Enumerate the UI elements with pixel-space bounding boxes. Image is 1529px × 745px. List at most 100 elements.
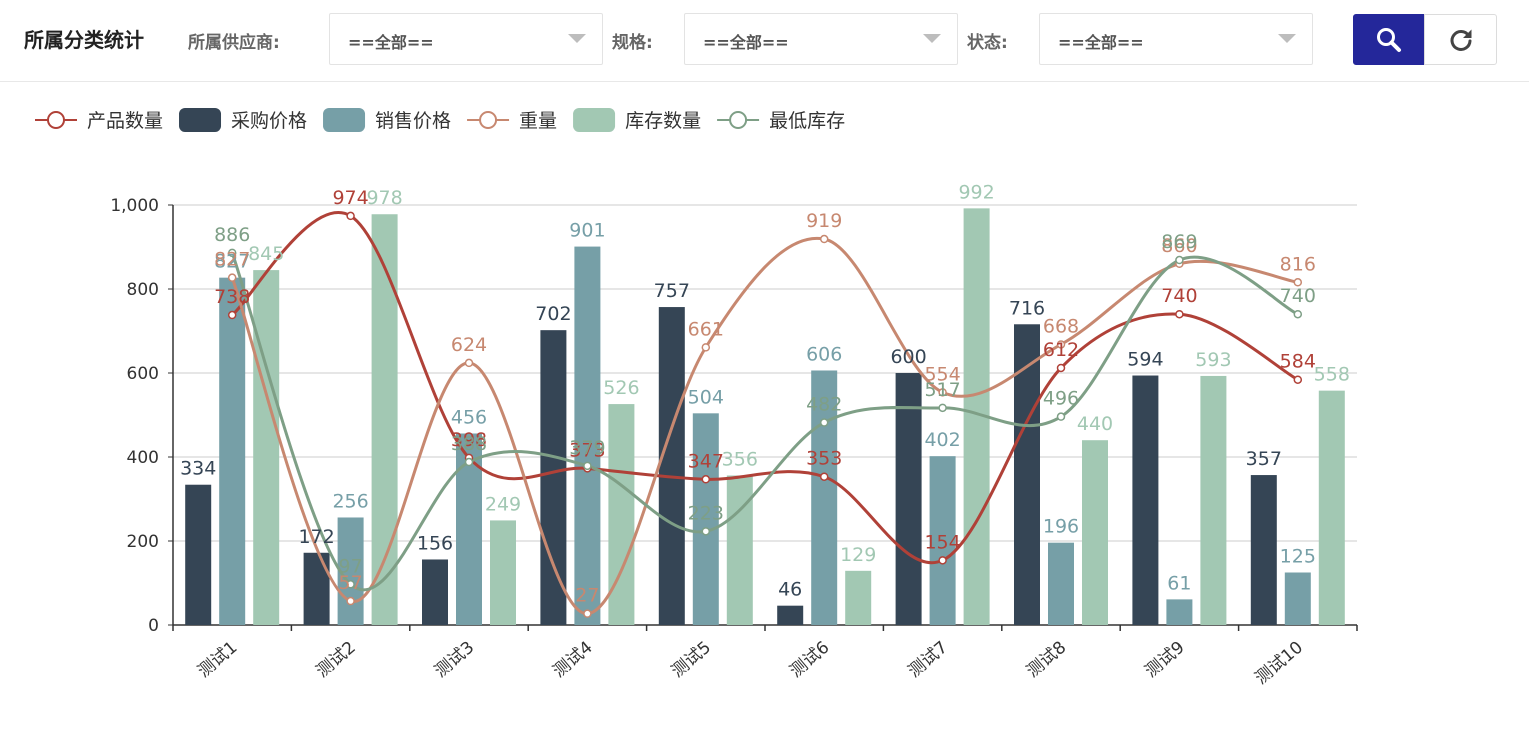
data-label: 661 bbox=[688, 318, 724, 340]
bar bbox=[1014, 324, 1040, 625]
data-label: 584 bbox=[1280, 351, 1316, 373]
legend-item[interactable]: 产品数量 bbox=[35, 110, 163, 132]
data-label: 740 bbox=[1280, 285, 1316, 307]
data-label: 356 bbox=[722, 448, 758, 470]
line-point bbox=[1175, 309, 1184, 319]
legend-label: 采购价格 bbox=[231, 110, 307, 132]
line-point bbox=[583, 461, 592, 471]
legend-item[interactable]: 销售价格 bbox=[323, 108, 451, 132]
status-select[interactable]: ==全部== bbox=[1039, 13, 1313, 65]
data-label: 845 bbox=[248, 243, 284, 265]
chevron-down-icon bbox=[568, 34, 586, 43]
data-label: 860 bbox=[1161, 235, 1197, 257]
data-label: 886 bbox=[214, 224, 250, 246]
data-label: 373 bbox=[569, 439, 605, 461]
search-icon bbox=[1377, 27, 1401, 52]
line-point bbox=[227, 248, 237, 258]
data-label: 97 bbox=[339, 555, 363, 577]
data-label: 978 bbox=[366, 187, 402, 209]
line-point bbox=[819, 472, 829, 481]
data-label: 156 bbox=[417, 532, 453, 554]
data-label: 624 bbox=[451, 334, 487, 356]
data-label: 379 bbox=[569, 437, 605, 459]
line-point bbox=[819, 418, 829, 427]
line-point bbox=[938, 403, 947, 413]
refresh-icon bbox=[1450, 29, 1471, 51]
bar bbox=[1048, 542, 1074, 625]
legend-circle-icon bbox=[479, 111, 498, 129]
data-label: 334 bbox=[180, 458, 216, 480]
data-label: 223 bbox=[688, 502, 724, 524]
bar bbox=[490, 520, 516, 625]
line-point bbox=[346, 580, 355, 589]
category-statistics-chart: 0 200 400 600 800 1,000 测试1 测试2 测试3 测试4 测试5 测试6 测试7 测… bbox=[35, 108, 1358, 689]
bar bbox=[1082, 440, 1108, 625]
bar bbox=[1132, 375, 1159, 625]
y-tick-label: 600 bbox=[127, 364, 159, 384]
legend-item[interactable]: 最低库存 bbox=[717, 110, 845, 132]
supplier-select[interactable]: ==全部== bbox=[329, 13, 603, 65]
legend-circle-icon bbox=[47, 111, 65, 129]
bar bbox=[929, 456, 956, 625]
data-label: 974 bbox=[332, 187, 368, 209]
data-label: 740 bbox=[1161, 285, 1197, 307]
line-point bbox=[1056, 412, 1066, 421]
series-line bbox=[230, 252, 1299, 592]
x-tick-label: 测试8 bbox=[1023, 638, 1070, 682]
series-line bbox=[231, 211, 1299, 565]
refresh-button[interactable] bbox=[1424, 14, 1497, 65]
x-tick-label: 测试10 bbox=[1252, 638, 1307, 689]
data-label: 816 bbox=[1280, 253, 1316, 275]
line-point bbox=[464, 457, 474, 467]
data-label: 172 bbox=[298, 526, 334, 548]
page-title: 所属分类统计 bbox=[24, 28, 144, 52]
line-point bbox=[1293, 278, 1303, 287]
bar bbox=[422, 559, 448, 625]
bar bbox=[303, 552, 330, 625]
data-label: 353 bbox=[806, 448, 842, 470]
data-label: 347 bbox=[688, 450, 724, 472]
x-tick-label: 测试3 bbox=[431, 638, 478, 682]
legend-label: 重量 bbox=[519, 110, 557, 132]
legend-label: 销售价格 bbox=[375, 110, 451, 132]
spec-select-value: ==全部== bbox=[703, 33, 789, 52]
data-label: 869 bbox=[1161, 231, 1197, 253]
data-label: 668 bbox=[1043, 315, 1079, 337]
chevron-down-icon bbox=[1278, 34, 1296, 43]
data-label: 256 bbox=[332, 490, 368, 512]
y-tick-label: 400 bbox=[127, 448, 159, 468]
legend-swatch-icon bbox=[323, 108, 366, 132]
legend-item[interactable]: 采购价格 bbox=[179, 108, 307, 132]
status-select-value: ==全部== bbox=[1058, 33, 1144, 52]
data-label: 456 bbox=[451, 406, 487, 428]
data-label: 606 bbox=[806, 343, 842, 365]
bar bbox=[1200, 375, 1227, 625]
x-tick-label: 测试9 bbox=[1141, 638, 1188, 682]
data-label: 716 bbox=[1009, 297, 1045, 319]
data-label: 57 bbox=[339, 572, 363, 594]
data-label: 738 bbox=[214, 286, 250, 308]
data-label: 402 bbox=[924, 429, 960, 451]
spec-filter-label: 规格: bbox=[612, 33, 653, 53]
bar bbox=[253, 270, 280, 625]
legend-item[interactable]: 库存数量 bbox=[573, 108, 701, 132]
line-point bbox=[938, 556, 947, 565]
line-point bbox=[464, 358, 474, 368]
bar bbox=[371, 214, 398, 626]
bar bbox=[1166, 599, 1193, 625]
data-label: 440 bbox=[1077, 413, 1113, 435]
supplier-select-value: ==全部== bbox=[348, 33, 434, 52]
legend-label: 库存数量 bbox=[625, 110, 701, 132]
search-button[interactable] bbox=[1353, 14, 1425, 65]
x-tick-label: 测试5 bbox=[668, 638, 715, 682]
line-point bbox=[227, 273, 237, 282]
series-line bbox=[230, 236, 1299, 616]
data-label: 27 bbox=[575, 585, 599, 607]
legend-item[interactable]: 重量 bbox=[467, 110, 557, 132]
data-label: 593 bbox=[1195, 349, 1231, 371]
data-label: 612 bbox=[1043, 339, 1079, 361]
spec-select[interactable]: ==全部== bbox=[684, 13, 958, 65]
bar bbox=[1250, 475, 1277, 625]
bar bbox=[895, 373, 922, 625]
data-label: 517 bbox=[924, 379, 960, 401]
